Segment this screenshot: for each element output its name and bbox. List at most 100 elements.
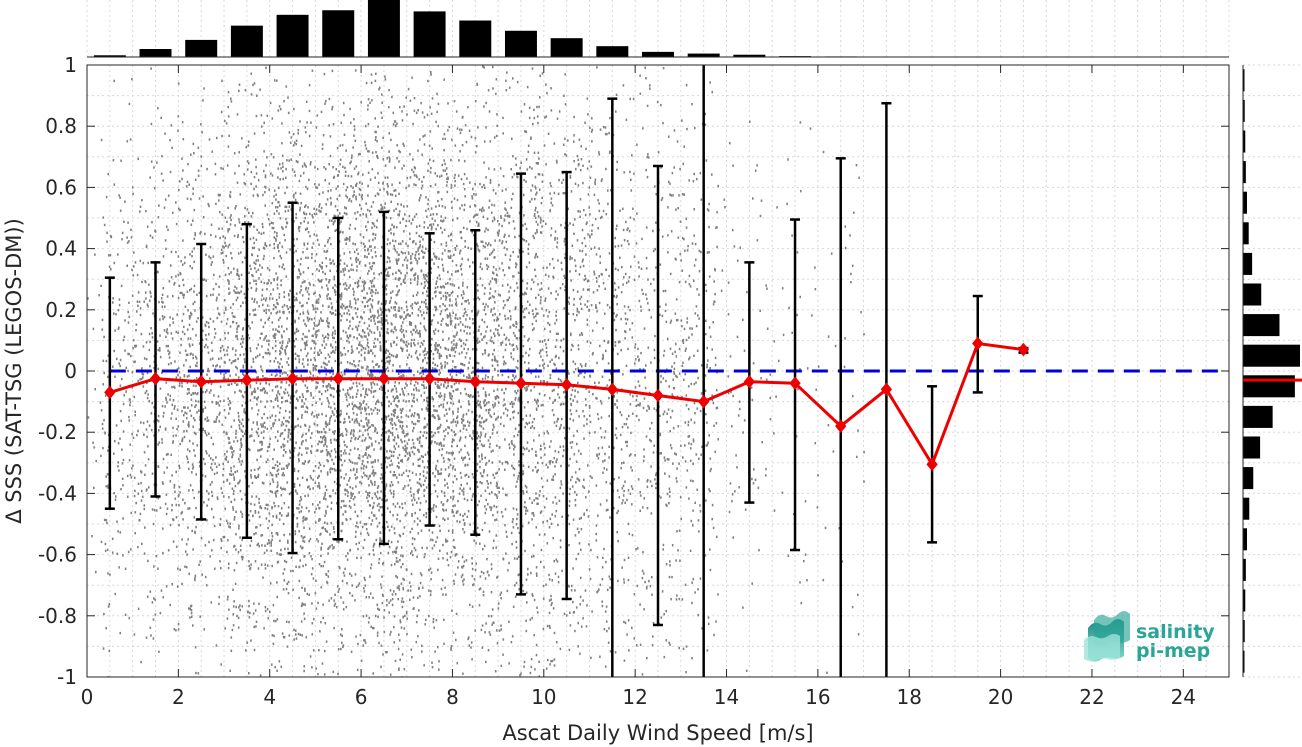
scatter-point: [307, 447, 309, 450]
scatter-point: [258, 466, 261, 469]
scatter-point: [342, 101, 345, 105]
scatter-point: [471, 495, 474, 498]
scatter-point: [464, 512, 466, 516]
scatter-point: [350, 431, 352, 434]
scatter-point: [167, 393, 169, 396]
scatter-point: [324, 179, 326, 182]
scatter-point: [440, 472, 442, 475]
scatter-point: [175, 545, 178, 548]
scatter-point: [275, 495, 277, 498]
scatter-point: [488, 445, 491, 449]
scatter-point: [479, 460, 481, 463]
scatter-point: [407, 313, 409, 316]
scatter-point: [357, 171, 360, 174]
scatter-point: [398, 149, 400, 153]
scatter-point: [283, 467, 285, 470]
scatter-point: [306, 451, 308, 454]
scatter-point: [239, 420, 241, 423]
scatter-point: [420, 101, 422, 105]
scatter-point: [377, 172, 379, 175]
scatter-point: [265, 308, 267, 312]
scatter-point: [433, 291, 436, 294]
scatter-point: [327, 405, 330, 408]
scatter-point: [406, 271, 408, 275]
scatter-point: [311, 256, 313, 260]
scatter-point: [312, 242, 315, 245]
scatter-point: [529, 671, 532, 675]
scatter-point: [277, 318, 280, 322]
scatter-point: [489, 414, 491, 417]
scatter-point: [268, 541, 270, 545]
scatter-point: [398, 160, 400, 163]
scatter-point: [173, 628, 176, 631]
scatter-point: [504, 362, 507, 365]
scatter-point: [280, 279, 282, 282]
scatter-point: [356, 307, 359, 311]
scatter-point: [325, 425, 327, 428]
scatter-point: [469, 523, 471, 526]
scatter-point: [475, 213, 478, 216]
scatter-point: [438, 352, 441, 356]
scatter-point: [455, 388, 457, 391]
scatter-point: [211, 261, 213, 264]
scatter-point: [396, 502, 399, 505]
scatter-point: [362, 242, 365, 245]
scatter-point: [438, 373, 440, 376]
scatter-point: [498, 401, 500, 404]
top-histogram-bar: [139, 49, 172, 57]
scatter-point: [484, 521, 486, 525]
scatter-point: [420, 371, 422, 374]
scatter-point: [281, 401, 283, 404]
scatter-point: [394, 408, 397, 412]
scatter-point: [214, 567, 216, 570]
scatter-point: [304, 335, 306, 338]
scatter-point: [373, 626, 375, 630]
scatter-point: [428, 614, 430, 618]
scatter-point: [450, 291, 453, 295]
scatter-point: [149, 340, 151, 344]
scatter-point: [285, 205, 288, 209]
scatter-point: [321, 319, 323, 322]
scatter-point: [413, 400, 415, 403]
top-histogram-bar: [459, 20, 492, 57]
scatter-point: [389, 266, 392, 269]
scatter-point: [356, 419, 358, 423]
scatter-point: [364, 474, 366, 477]
scatter-point: [281, 142, 283, 145]
scatter-point: [206, 419, 208, 422]
scatter-point: [484, 456, 486, 459]
scatter-point: [448, 459, 451, 462]
scatter-point: [176, 368, 179, 371]
scatter-point: [295, 143, 297, 146]
scatter-point: [233, 518, 236, 521]
scatter-point: [358, 343, 360, 346]
scatter-point: [336, 585, 339, 588]
scatter-point: [442, 557, 444, 560]
scatter-point: [276, 618, 279, 621]
scatter-point: [360, 556, 362, 560]
scatter-point: [451, 273, 453, 276]
scatter-point: [247, 162, 250, 165]
scatter-point: [432, 352, 435, 356]
scatter-point: [447, 564, 450, 567]
scatter-point: [385, 274, 388, 277]
scatter-point: [531, 447, 533, 451]
scatter-point: [423, 317, 425, 320]
scatter-point: [416, 329, 418, 332]
scatter-point: [288, 620, 290, 624]
scatter-point: [232, 624, 235, 627]
scatter-point: [450, 254, 452, 258]
scatter-point: [259, 674, 262, 677]
scatter-point: [358, 429, 361, 433]
scatter-point: [350, 650, 353, 653]
scatter-point: [198, 428, 201, 431]
scatter-point: [283, 233, 285, 237]
scatter-point: [390, 481, 393, 484]
scatter-point: [264, 609, 267, 613]
scatter-point: [287, 431, 290, 434]
scatter-point: [224, 361, 226, 364]
scatter-point: [369, 266, 372, 269]
scatter-point: [184, 550, 187, 553]
scatter-point: [177, 296, 180, 300]
scatter-point: [331, 467, 334, 471]
